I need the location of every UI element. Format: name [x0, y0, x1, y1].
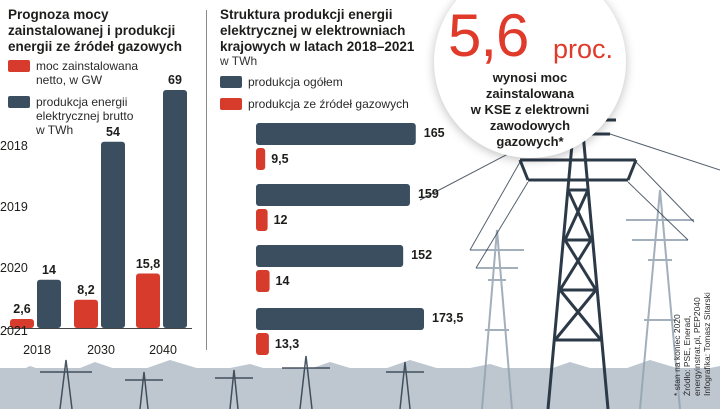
highlight-value: 5,6: [448, 2, 529, 69]
data-label-gas-2021: 13,3: [274, 337, 300, 351]
legend-label: moc zainstalowana netto, w GW: [36, 59, 139, 87]
bar-total-production-2020: [256, 245, 404, 267]
data-label-total-2018: 165: [423, 126, 445, 140]
legend-swatch-red: [220, 98, 242, 110]
legend-item-total-production: produkcja ogółem: [220, 75, 343, 89]
y-tick-label-2020: 2020: [0, 261, 28, 275]
legend-swatch-red: [8, 60, 30, 72]
bar-total-production-2019: [256, 184, 410, 206]
chart-divider: [206, 10, 207, 350]
legend-swatch-dark: [220, 76, 242, 88]
legend-item-gas-production: produkcja ze źródeł gazowych: [220, 97, 409, 111]
y-tick-label-2021: 2021: [0, 324, 28, 338]
y-tick-label-2018: 2018: [0, 139, 28, 153]
bar-gas-production-2020: [256, 270, 270, 292]
legend-label: produkcja ogółem: [248, 75, 343, 89]
highlight-text: wynosi moc zainstalowana w KSE z elektro…: [470, 70, 590, 149]
highlight-unit: proc.: [553, 34, 614, 64]
bar-installed-capacity-2018: [10, 319, 34, 328]
data-label-gas-2018: 9,5: [271, 152, 289, 166]
bar-energy-production-2040: [163, 90, 187, 328]
bar-installed-capacity-2030: [74, 299, 98, 328]
data-label-capacity-2030: 8,2: [77, 282, 95, 297]
bar-gas-production-2019: [256, 209, 268, 231]
data-label-gas-2019: 12: [273, 213, 288, 227]
x-tick-label-2018: 2018: [23, 343, 51, 357]
legend-item-energy-production: produkcja energii elektrycznej brutto w …: [8, 95, 198, 137]
legend-label: produkcja energii elektrycznej brutto w …: [36, 95, 134, 137]
highlight-bubble: [434, 0, 626, 158]
legend-item-installed-capacity: moc zainstalowana netto, w GW: [8, 59, 198, 87]
data-label-total-2019: 159: [417, 187, 439, 201]
legend-label: produkcja ze źródeł gazowych: [248, 97, 409, 111]
bar-total-production-2021: [256, 308, 424, 330]
bar-gas-production-2018: [256, 148, 266, 170]
data-label-production-2040: 69: [168, 73, 182, 87]
data-label-production-2018: 14: [42, 262, 56, 277]
legend-swatch-dark: [8, 96, 30, 108]
x-tick-label-2030: 2030: [87, 343, 115, 357]
right-chart-unit: w TWh: [220, 54, 258, 68]
source-footnote: * stan na koniec 2020 Źródło: PSE, Enera…: [672, 292, 712, 396]
x-tick-label-2040: 2040: [149, 343, 177, 357]
data-label-production-2030: 54: [106, 124, 120, 139]
bar-energy-production-2018: [37, 279, 61, 328]
data-label-gas-2020: 14: [275, 274, 290, 288]
data-label-total-2021: 173,5: [432, 311, 464, 325]
data-label-capacity-2018: 2,6: [13, 302, 31, 317]
bar-total-production-2018: [256, 123, 416, 145]
bar-installed-capacity-2040: [136, 273, 160, 328]
bar-energy-production-2030: [101, 141, 125, 328]
left-chart-title: Prognoza mocy zainstalowanej i produkcji…: [8, 7, 183, 54]
bar-gas-production-2021: [256, 333, 269, 355]
right-chart-title: Struktura produkcji energii elektrycznej…: [220, 7, 415, 54]
data-label-capacity-2040: 15,8: [135, 256, 161, 271]
data-label-total-2020: 152: [411, 248, 433, 262]
y-tick-label-2019: 2019: [0, 200, 28, 214]
